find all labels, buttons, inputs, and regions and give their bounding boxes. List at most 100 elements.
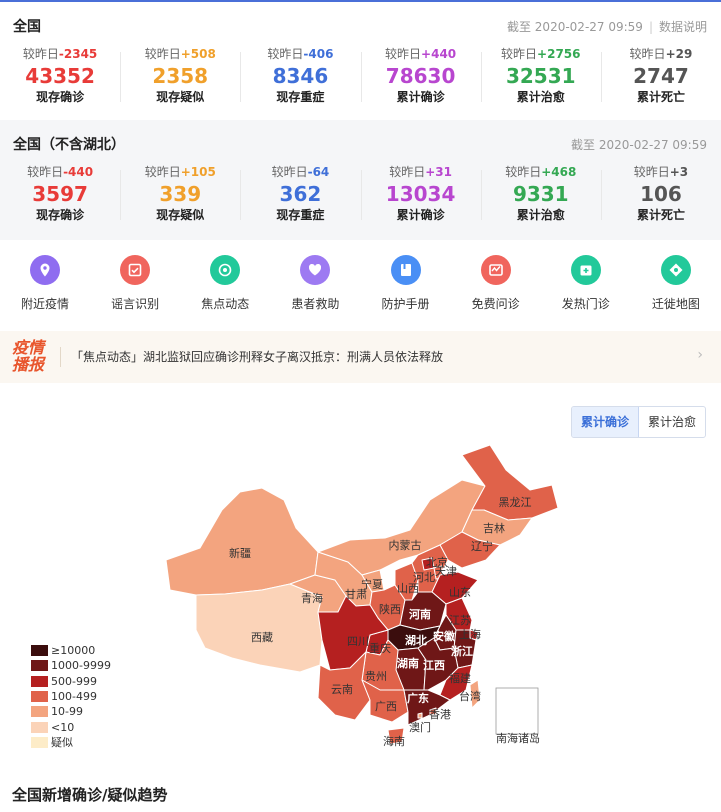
- shortcut-location[interactable]: 附近疫情: [0, 247, 90, 321]
- map-metric-toggle: 累计确诊 累计治愈: [571, 406, 706, 438]
- shortcut-label: 患者救助: [291, 297, 340, 311]
- map-label-hongkong: 香港: [429, 708, 451, 721]
- stat-delta: 较昨日+31: [361, 164, 481, 180]
- map-label-beijing: 北京: [426, 555, 448, 569]
- map-label-south-sea: 南海诸岛: [496, 731, 540, 745]
- legend-item: ≥10000: [31, 643, 111, 658]
- legend-swatch: [31, 691, 48, 703]
- legend-label: 500-999: [51, 674, 97, 688]
- stat-value: 13034: [385, 182, 456, 206]
- stat-delta: 较昨日-2345: [0, 46, 120, 62]
- stat-delta-label: 较昨日: [22, 47, 59, 61]
- stat-label: 累计确诊: [396, 208, 445, 222]
- stat-delta: 较昨日+468: [481, 164, 601, 180]
- stat-card: 较昨日+2756 32531 累计治愈: [480, 46, 601, 108]
- stat-label: 现存确诊: [36, 208, 85, 222]
- map-label-heilongjiang: 黑龙江: [499, 496, 532, 509]
- shortcut-label: 焦点动态: [201, 297, 250, 311]
- map-label-jiangsu: 江苏: [449, 614, 471, 627]
- stat-delta-label: 较昨日: [629, 47, 666, 61]
- national-meta: 截至 2020-02-27 09:59 | 数据说明: [506, 20, 707, 34]
- stat-delta: 较昨日-406: [240, 46, 360, 62]
- stat-delta-value: +29: [665, 47, 693, 61]
- map-label-shanghai: 上海: [459, 627, 481, 641]
- legend-label: ≥10000: [51, 644, 96, 658]
- shortcut-rumor-check[interactable]: 谣言识别: [90, 247, 180, 321]
- map-label-guizhou: 贵州: [365, 670, 387, 683]
- news-headline[interactable]: 「焦点动态」湖北监狱回应确诊刑释女子离汉抵京：刑满人员依法释放: [71, 350, 444, 364]
- shortcut-focus-news[interactable]: 焦点动态: [180, 247, 270, 321]
- stat-card: 较昨日+508 2358 现存疑似: [120, 46, 240, 108]
- excluding-hubei-timestamp: 截至 2020-02-27 09:59: [571, 138, 707, 152]
- stat-value: 3597: [32, 182, 88, 206]
- stat-delta-label: 较昨日: [505, 165, 542, 179]
- national-title: 全国: [13, 19, 41, 35]
- region-xinjiang[interactable]: [165, 487, 319, 596]
- map-label-sichuan: 四川: [347, 635, 369, 648]
- region-hainan[interactable]: [387, 727, 405, 745]
- shortcut-migration-map[interactable]: 迁徙地图: [631, 247, 721, 321]
- legend-label: <10: [51, 720, 75, 734]
- shortcut-label: 发热门诊: [561, 297, 610, 311]
- legend-label: 疑似: [51, 736, 73, 750]
- stat-value: 106: [640, 182, 682, 206]
- stat-delta-value: +3: [669, 165, 689, 179]
- toggle-cumulative-confirmed[interactable]: 累计确诊: [572, 407, 639, 437]
- shortcut-label: 谣言识别: [111, 297, 160, 311]
- region-hongkong[interactable]: [429, 707, 437, 716]
- stat-card: 较昨日-406 8346 现存重症: [240, 46, 360, 108]
- stat-delta-label: 较昨日: [389, 165, 426, 179]
- stat-delta: 较昨日+105: [120, 164, 240, 180]
- stat-value: 2747: [633, 64, 689, 88]
- stat-delta-value: -64: [307, 165, 330, 179]
- stat-label: 现存确诊: [36, 90, 85, 104]
- shortcut-consultation[interactable]: 免费问诊: [451, 247, 541, 321]
- legend-item: 10-99: [31, 704, 111, 719]
- map-label-shandong: 山东: [449, 586, 471, 599]
- legend-label: 1000-9999: [51, 659, 111, 673]
- region-guangdong[interactable]: [403, 689, 451, 726]
- stat-value: 78630: [385, 64, 456, 88]
- stat-card: 较昨日-64 362 现存重症: [240, 164, 360, 226]
- map-label-fujian: 福建: [449, 671, 471, 685]
- national-timestamp: 截至 2020-02-27 09:59: [506, 20, 643, 34]
- region-guangxi[interactable]: [361, 679, 409, 723]
- stat-card: 较昨日+3 106 累计死亡: [600, 164, 721, 226]
- map-label-hebei: 河北: [413, 571, 435, 584]
- legend-item: 疑似: [31, 735, 111, 750]
- map-label-yunnan: 云南: [331, 683, 353, 696]
- map-label-xinjiang: 新疆: [229, 546, 251, 560]
- fever-clinic-icon: [570, 255, 601, 285]
- data-notes-link[interactable]: 数据说明: [658, 20, 707, 34]
- chevron-right-icon[interactable]: ›: [697, 347, 703, 363]
- map-label-shaanxi: 陕西: [379, 602, 401, 616]
- shortcut-handbook[interactable]: 防护手册: [361, 247, 451, 321]
- stat-card: 较昨日+105 339 现存疑似: [120, 164, 240, 226]
- handbook-icon: [390, 255, 421, 285]
- stat-delta: 较昨日+440: [361, 46, 481, 62]
- stat-label: 累计死亡: [636, 90, 685, 104]
- stat-delta-label: 较昨日: [267, 47, 304, 61]
- stat-delta-label: 较昨日: [27, 165, 64, 179]
- shortcut-label: 防护手册: [381, 297, 430, 311]
- news-logo: 疫情 播报: [12, 339, 48, 375]
- news-ticker[interactable]: 疫情 播报 「焦点动态」湖北监狱回应确诊刑释女子离汉抵京：刑满人员依法释放 ›: [0, 331, 721, 383]
- region-heilongjiang[interactable]: [461, 444, 559, 521]
- shortcut-label: 迁徙地图: [651, 297, 700, 311]
- stat-delta-label: 较昨日: [385, 47, 422, 61]
- toggle-cumulative-cured[interactable]: 累计治愈: [647, 415, 696, 429]
- map-label-shanxi: 山西: [397, 582, 419, 595]
- region-xizang[interactable]: [195, 583, 323, 673]
- region-macau[interactable]: [417, 712, 423, 719]
- region-taiwan[interactable]: [469, 679, 481, 709]
- legend-swatch: [31, 675, 48, 687]
- stat-label: 现存重症: [276, 90, 325, 104]
- shortcut-heart-help[interactable]: 患者救助: [270, 247, 360, 321]
- excluding-hubei-title: 全国（不含湖北）: [13, 137, 125, 153]
- map-label-guangxi: 广西: [375, 700, 397, 713]
- map-label-liaoning: 辽宁: [471, 539, 493, 553]
- stat-delta-value: -2345: [58, 47, 98, 61]
- stat-label: 累计死亡: [636, 208, 685, 222]
- stat-card: 较昨日-2345 43352 现存确诊: [0, 46, 120, 108]
- shortcut-fever-clinic[interactable]: 发热门诊: [541, 247, 631, 321]
